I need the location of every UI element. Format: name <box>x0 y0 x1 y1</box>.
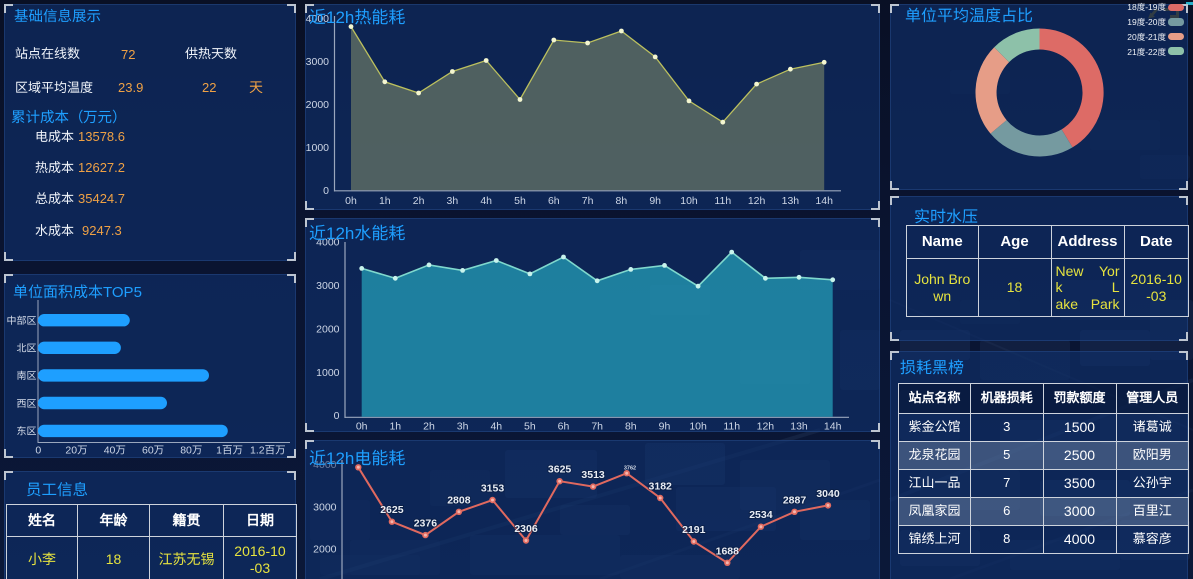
svg-text:14h: 14h <box>815 195 833 207</box>
svg-text:1688: 1688 <box>716 545 740 557</box>
svg-text:40万: 40万 <box>104 445 126 457</box>
svg-text:1000: 1000 <box>316 367 340 379</box>
svg-text:4h: 4h <box>490 421 502 433</box>
svg-text:8h: 8h <box>616 195 628 207</box>
svg-text:5h: 5h <box>524 421 536 433</box>
svg-text:3153: 3153 <box>481 483 505 495</box>
svg-text:3000: 3000 <box>313 501 337 513</box>
svg-text:3000: 3000 <box>316 280 340 292</box>
svg-text:13h: 13h <box>790 421 808 433</box>
svg-text:2376: 2376 <box>414 518 438 530</box>
svg-text:0h: 0h <box>345 195 357 207</box>
svg-text:12h: 12h <box>748 195 766 207</box>
svg-text:2534: 2534 <box>749 509 773 521</box>
svg-text:3513: 3513 <box>581 469 605 481</box>
svg-text:1h: 1h <box>389 421 401 433</box>
svg-text:3762: 3762 <box>624 466 636 472</box>
svg-text:2191: 2191 <box>682 524 706 536</box>
svg-text:东区: 东区 <box>17 426 37 438</box>
svg-text:10h: 10h <box>680 195 698 207</box>
svg-text:北区: 北区 <box>17 343 37 355</box>
svg-text:1.2百万: 1.2百万 <box>250 445 286 457</box>
svg-text:2625: 2625 <box>380 504 404 516</box>
svg-text:2887: 2887 <box>783 494 807 506</box>
svg-text:7h: 7h <box>591 421 603 433</box>
svg-text:10h: 10h <box>689 421 707 433</box>
svg-text:1h: 1h <box>379 195 391 207</box>
svg-text:4000: 4000 <box>316 237 340 249</box>
svg-text:2000: 2000 <box>306 99 330 111</box>
svg-text:4h: 4h <box>480 195 492 207</box>
svg-text:3h: 3h <box>447 195 459 207</box>
svg-text:1000: 1000 <box>306 142 330 154</box>
svg-text:9h: 9h <box>659 421 671 433</box>
svg-text:2000: 2000 <box>316 323 340 335</box>
svg-text:4000: 4000 <box>306 13 330 25</box>
svg-text:2h: 2h <box>413 195 425 207</box>
svg-text:3182: 3182 <box>649 481 673 493</box>
svg-text:2000: 2000 <box>313 543 337 555</box>
svg-text:7h: 7h <box>582 195 594 207</box>
svg-text:13h: 13h <box>782 195 800 207</box>
svg-text:3625: 3625 <box>548 464 572 476</box>
svg-text:14h: 14h <box>824 421 842 433</box>
svg-text:南区: 南区 <box>17 370 37 382</box>
svg-text:11h: 11h <box>723 421 740 433</box>
svg-text:12h: 12h <box>757 421 775 433</box>
svg-text:0: 0 <box>35 445 41 457</box>
svg-text:5h: 5h <box>514 195 526 207</box>
svg-text:1百万: 1百万 <box>216 445 243 457</box>
svg-text:3000: 3000 <box>306 56 330 68</box>
svg-text:3040: 3040 <box>816 488 840 500</box>
svg-text:0: 0 <box>323 185 329 197</box>
svg-text:20万: 20万 <box>65 445 87 457</box>
svg-text:中部区: 中部区 <box>7 315 37 327</box>
svg-text:8h: 8h <box>625 421 637 433</box>
svg-text:11h: 11h <box>714 195 731 207</box>
svg-text:0: 0 <box>334 410 340 422</box>
svg-text:60万: 60万 <box>142 445 164 457</box>
svg-text:6h: 6h <box>558 421 570 433</box>
svg-text:4000: 4000 <box>313 459 337 471</box>
svg-text:西区: 西区 <box>17 399 37 410</box>
svg-text:2808: 2808 <box>447 494 471 506</box>
svg-text:3h: 3h <box>457 421 469 433</box>
svg-text:9h: 9h <box>649 195 661 207</box>
svg-text:6h: 6h <box>548 195 560 207</box>
svg-text:2306: 2306 <box>514 523 538 535</box>
svg-text:0h: 0h <box>356 421 368 433</box>
svg-text:80万: 80万 <box>180 445 202 457</box>
svg-text:2h: 2h <box>423 421 435 433</box>
